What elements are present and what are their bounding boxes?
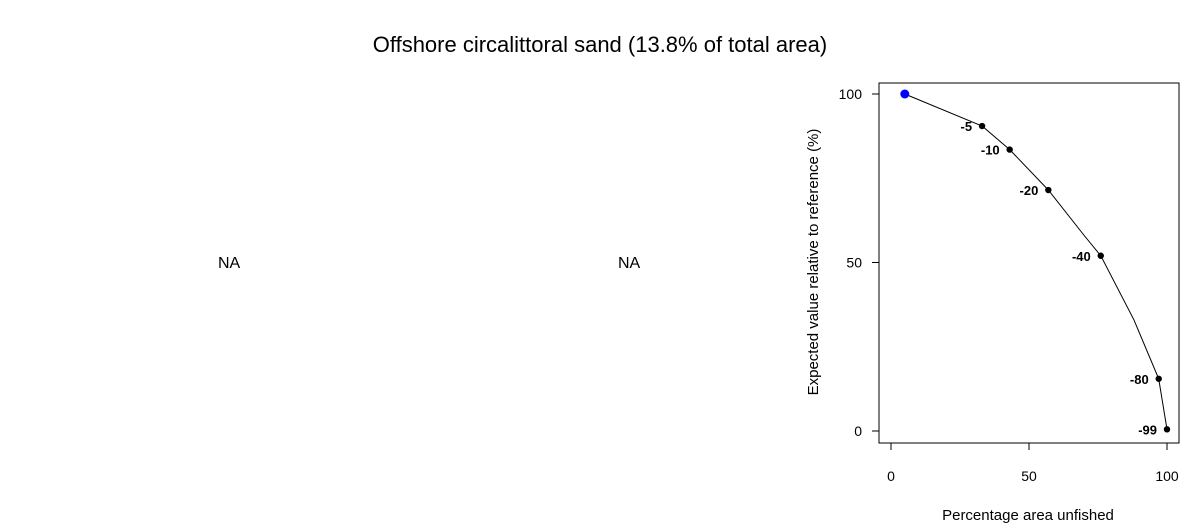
x-tick-label: 0: [887, 468, 895, 484]
data-series: -5 -10 -20 -40 -80 -99: [900, 89, 1171, 437]
data-point: [1006, 146, 1013, 153]
y-axis-label: Expected value relative to reference (%): [805, 129, 822, 396]
y-tick-label: 100: [839, 86, 863, 102]
na-panel-1: NA: [218, 255, 241, 272]
data-point: [1045, 186, 1052, 194]
data-point: [1163, 426, 1171, 433]
x-tick-label: 100: [1155, 468, 1179, 484]
plot-frame: [878, 82, 1180, 444]
y-tick-label: 50: [846, 255, 862, 271]
data-label: -40: [1072, 249, 1091, 264]
data-label: -20: [1020, 183, 1039, 198]
na-panel-2: NA: [618, 255, 641, 272]
data-label: -99: [1138, 422, 1157, 437]
reference-point: [900, 89, 910, 99]
data-point: [1155, 375, 1162, 382]
series-line: [904, 93, 1168, 430]
data-label: -10: [981, 143, 1000, 158]
x-axis-label: Percentage area unfished: [942, 507, 1114, 524]
x-tick-label: 50: [1021, 468, 1037, 484]
y-axis: 0 50 100: [839, 86, 880, 439]
data-label: -80: [1130, 372, 1149, 387]
chart-title: Offshore circalittoral sand (13.8% of to…: [372, 32, 828, 57]
x-axis: 0 50 100: [887, 442, 1179, 484]
y-tick-label: 0: [854, 423, 862, 439]
data-point: [1097, 252, 1104, 259]
data-point: [978, 122, 986, 130]
data-label: -5: [961, 119, 973, 134]
